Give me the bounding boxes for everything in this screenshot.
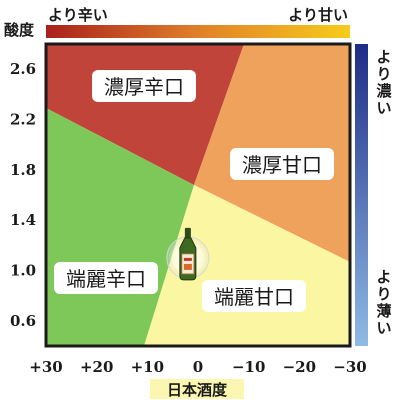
y-tick-label: 1.4 [10, 211, 36, 229]
x-axis-ticks: +30 +20 +10 0 −10 −20 −30 [29, 358, 366, 376]
svg-text:端麗甘口: 端麗甘口 [214, 285, 294, 309]
x-tick-label: +30 [29, 358, 62, 376]
side-scale-glyph: り [376, 65, 391, 83]
top-scale-bar [46, 25, 350, 38]
side-scale-glyph: い [376, 99, 391, 117]
sake-bottle-marker [166, 227, 210, 281]
y-axis-ticks: 2.6 2.2 1.8 1.4 1.0 0.6 [10, 60, 36, 330]
side-scale-glyph: よ [376, 268, 391, 286]
x-axis-title-background [150, 379, 244, 399]
y-tick-label: 1.0 [10, 262, 36, 280]
x-axis-title: 日本酒度 [167, 381, 228, 399]
y-tick-label: 0.6 [10, 312, 36, 330]
y-tick-label: 2.6 [10, 60, 36, 78]
side-scale-glyph: よ [376, 48, 391, 66]
svg-text:濃厚辛口: 濃厚辛口 [104, 75, 184, 99]
region-label-sweet-rich: 濃厚甘口 [230, 148, 334, 180]
side-scale-glyph: り [376, 285, 391, 303]
y-tick-label: 2.2 [10, 111, 36, 129]
plot-frame [44, 42, 352, 348]
region-label-dry-light: 端麗辛口 [54, 262, 158, 294]
top-scale-right-label: より甘い [288, 6, 348, 24]
side-scale-glyph: 濃 [376, 82, 392, 100]
y-axis-title: 酸度 [4, 21, 35, 39]
x-tick-label: 0 [193, 358, 203, 376]
side-scale-glyph: い [376, 319, 391, 337]
top-scale-left-label: より辛い [48, 6, 108, 24]
svg-text:端麗辛口: 端麗辛口 [66, 267, 146, 291]
side-scale-glyph: 薄 [376, 302, 391, 320]
x-tick-label: −20 [283, 358, 316, 376]
x-tick-label: −30 [333, 358, 366, 376]
x-tick-label: +10 [131, 358, 164, 376]
svg-text:濃厚甘口: 濃厚甘口 [242, 153, 322, 177]
y-tick-label: 1.8 [10, 161, 36, 179]
x-tick-label: −10 [232, 358, 265, 376]
region-label-sweet-light: 端麗甘口 [202, 280, 306, 312]
x-tick-label: +20 [80, 358, 113, 376]
side-scale-bar [355, 44, 368, 346]
region-label-dry-rich: 濃厚辛口 [92, 70, 196, 102]
